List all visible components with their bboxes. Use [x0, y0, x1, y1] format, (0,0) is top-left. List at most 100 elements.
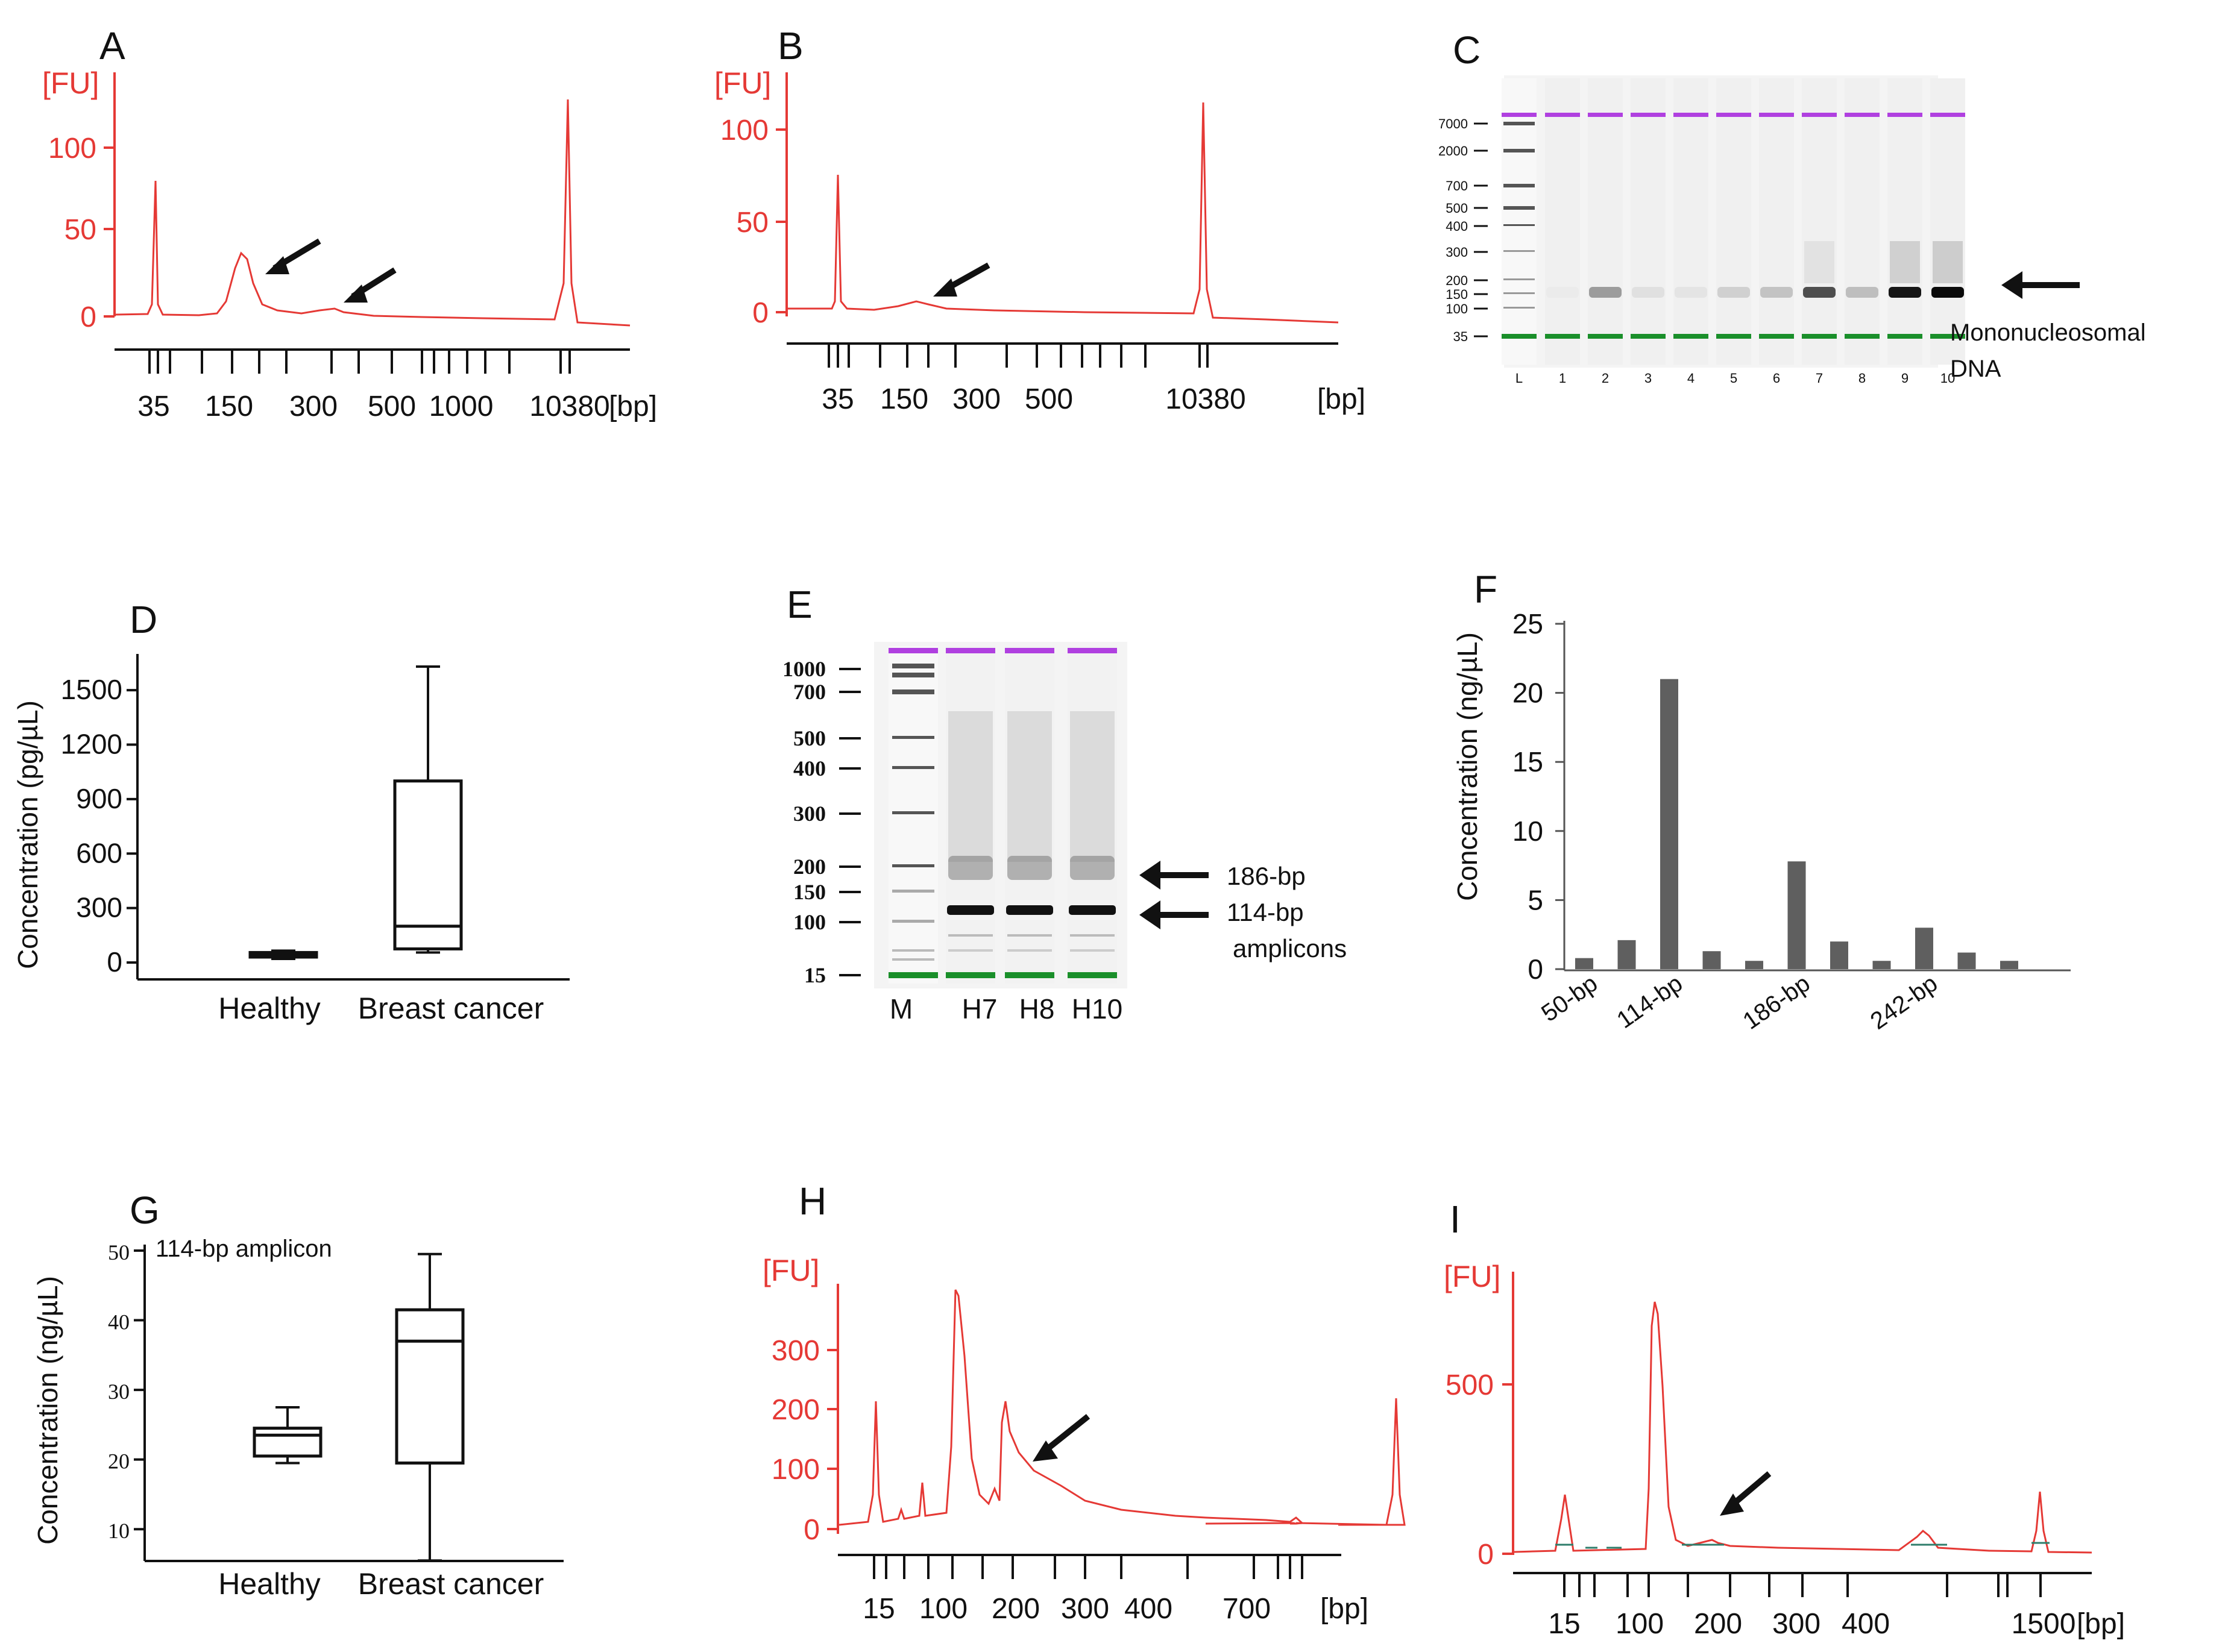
upper-marker-band: [1845, 113, 1880, 117]
y-tick-label: 300: [76, 892, 122, 923]
x-category-label: Healthy: [218, 1567, 321, 1601]
y-axis-label: Concentration (pg/µL): [12, 700, 43, 969]
x-tick-label: 35: [137, 391, 169, 422]
lower-marker-band: [1005, 972, 1054, 978]
lower-marker-band: [1631, 334, 1666, 339]
band-186bp: [1070, 856, 1115, 880]
trace-line: [839, 1289, 1304, 1526]
annotation-amplicons: amplicons: [1233, 934, 1347, 963]
x-tick-label: 300: [952, 383, 1001, 415]
ladder-label: 100: [1446, 301, 1468, 316]
lower-marker-band: [1502, 334, 1537, 339]
trace-line: [1514, 1301, 2092, 1554]
y-tick-label: 600: [76, 837, 122, 868]
ladder-band: [892, 811, 934, 814]
ladder-label: 300: [793, 802, 826, 826]
gel-lane: [1802, 78, 1837, 365]
ladder-label: 700: [1446, 178, 1468, 193]
panel-label-e: E: [787, 583, 813, 626]
bar: [1872, 961, 1891, 969]
panel-label-f: F: [1474, 568, 1497, 611]
upper-marker-band: [1759, 113, 1794, 117]
ladder-band: [1503, 184, 1535, 187]
gel-lane: [1759, 78, 1794, 365]
ladder-band: [1503, 278, 1535, 280]
x-tick-label: 400: [1124, 1593, 1172, 1625]
bar: [1702, 951, 1721, 969]
ladder-label: 200: [793, 855, 826, 879]
arrow-icon: [1720, 1471, 1772, 1516]
x-tick-label: 200: [1694, 1608, 1742, 1640]
minor-band: [1070, 934, 1115, 937]
y-tick-label: 1500: [61, 674, 122, 705]
x-tick-label: 300: [289, 391, 338, 422]
gel-lane: [1631, 78, 1666, 365]
panel-label-c: C: [1453, 28, 1481, 72]
y-tick-label: 100: [720, 115, 769, 146]
panel-g-boxplot: G 114-bp amplicon Concentration (ng/µL) …: [32, 1189, 564, 1601]
x-tick-label: 15: [1548, 1608, 1580, 1640]
y-axis-label: Concentration (ng/µL): [32, 1276, 63, 1545]
panel-label-i: I: [1450, 1198, 1461, 1241]
ladder-band: [1503, 206, 1535, 210]
y-tick-label: 0: [752, 297, 769, 329]
x-tick-label: 100: [919, 1593, 968, 1625]
gel-lane: [1502, 78, 1537, 365]
sample-band: [1760, 287, 1793, 298]
gel-lane: [1005, 646, 1054, 984]
arrow-icon: [933, 262, 990, 297]
minor-band: [1070, 949, 1115, 952]
band-114bp: [1069, 905, 1116, 915]
y-tick-label: 0: [1528, 953, 1543, 985]
gel-lane: [1887, 78, 1922, 365]
gel-lanes: [1502, 78, 1965, 365]
band-114bp: [1006, 905, 1053, 915]
sample-band: [1846, 287, 1878, 298]
lower-marker-band: [1068, 972, 1117, 978]
y-tick-label: 5: [1528, 884, 1543, 916]
ladder-label: 500: [793, 726, 826, 750]
y-tick-label: 1200: [61, 729, 122, 760]
trace-line: [788, 102, 1339, 324]
upper-marker-band: [889, 648, 938, 653]
gel-lane: [1673, 78, 1708, 365]
x-tick-label: 150: [205, 391, 253, 422]
lane-label: H10: [1072, 993, 1122, 1025]
y-tick-label: 25: [1512, 608, 1543, 639]
y-unit-fu: [FU]: [1444, 1260, 1500, 1293]
smear: [1933, 241, 1963, 283]
ladder-label: 500: [1446, 201, 1468, 216]
ladder-label: 2000: [1438, 143, 1468, 159]
lane-label: 8: [1858, 371, 1866, 386]
minor-band: [948, 934, 993, 937]
x-tick-label: 50-bp: [1537, 970, 1602, 1027]
lower-marker-band: [946, 972, 995, 978]
ladder-label: 150: [793, 880, 826, 904]
y-tick-label: 300: [772, 1335, 820, 1367]
x-tick-label: 242-bp: [1866, 970, 1942, 1034]
bar: [1957, 952, 1976, 969]
y-tick-label: 900: [76, 783, 122, 814]
gel-lane: [1588, 78, 1623, 365]
box-plot-marks: 10 20 30 40 50: [108, 1240, 465, 1562]
y-unit-fu: [FU]: [714, 66, 771, 100]
ladder-band: [1503, 149, 1535, 152]
lane-label: 4: [1687, 371, 1695, 386]
annotation-dna: DNA: [1950, 356, 2001, 382]
sample-band: [1589, 287, 1622, 298]
ladder-band: [1503, 224, 1535, 226]
y-tick-label: 10: [1512, 815, 1543, 847]
panel-b-electropherogram: B [FU] 100 50 0 35 150 300 500 10380 [bp…: [714, 24, 1365, 415]
x-tick-label: 1000: [429, 391, 494, 422]
annotation-186bp: 186-bp: [1227, 862, 1306, 890]
upper-marker-band: [1545, 113, 1580, 117]
panel-label-h: H: [799, 1179, 826, 1223]
sample-band: [1717, 287, 1750, 298]
lane-label: 7: [1816, 371, 1823, 386]
x-category-label: Breast cancer: [358, 1567, 544, 1601]
trace-line: [1295, 1398, 1406, 1526]
sample-band: [1889, 287, 1921, 298]
